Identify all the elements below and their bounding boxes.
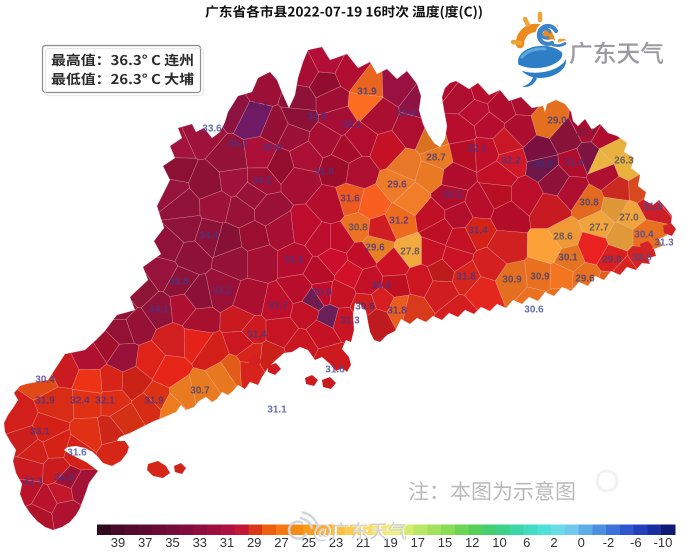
svg-text:0: 0 [578, 535, 585, 550]
svg-text:29.8: 29.8 [602, 255, 622, 266]
svg-text:31.4: 31.4 [247, 330, 267, 341]
svg-text:29.6: 29.6 [365, 243, 385, 254]
svg-text:28.7: 28.7 [426, 153, 446, 164]
svg-text:-6: -6 [630, 535, 642, 550]
svg-text:30.9: 30.9 [312, 288, 332, 299]
svg-text:39: 39 [111, 535, 125, 550]
svg-text:30.3: 30.3 [442, 190, 462, 201]
svg-text:34.1: 34.1 [149, 305, 169, 316]
svg-text:33.8: 33.8 [169, 277, 189, 288]
svg-text:27.8: 27.8 [400, 247, 420, 258]
svg-text:30.6: 30.6 [524, 305, 544, 316]
svg-text:32.5: 32.5 [632, 253, 652, 264]
svg-text:31.7: 31.7 [268, 301, 288, 312]
svg-text:2: 2 [550, 535, 557, 550]
svg-text:31.9: 31.9 [144, 396, 164, 407]
svg-text:32.1: 32.1 [467, 144, 487, 155]
svg-text:29.0: 29.0 [547, 116, 567, 127]
svg-text:31.4: 31.4 [468, 226, 488, 237]
svg-text:33: 33 [193, 535, 207, 550]
svg-text:34.6: 34.6 [307, 112, 327, 123]
svg-text:34.2: 34.2 [252, 176, 272, 187]
svg-text:30.7: 30.7 [190, 386, 210, 397]
svg-text:31.1: 31.1 [284, 255, 304, 266]
svg-text:25: 25 [302, 535, 316, 550]
svg-text:31.8: 31.8 [387, 306, 407, 317]
svg-text:32.1: 32.1 [95, 396, 115, 407]
svg-text:31.9: 31.9 [357, 87, 377, 98]
svg-text:30.6: 30.6 [355, 302, 375, 313]
svg-text:37: 37 [138, 535, 152, 550]
svg-text:31.8: 31.8 [314, 167, 334, 178]
svg-text:36.3: 36.3 [248, 101, 268, 112]
svg-text:27: 27 [274, 535, 288, 550]
svg-text:31.2: 31.2 [389, 216, 409, 227]
svg-text:31.3: 31.3 [340, 316, 360, 327]
svg-text:34.4: 34.4 [199, 231, 219, 242]
svg-text:33.1: 33.1 [342, 120, 362, 131]
svg-text:32.3: 32.3 [23, 477, 43, 488]
svg-text:30.9: 30.9 [502, 275, 522, 286]
svg-text:30.9: 30.9 [530, 272, 550, 283]
svg-text:33.1: 33.1 [30, 427, 50, 438]
svg-text:29.6: 29.6 [387, 180, 407, 191]
svg-text:29: 29 [247, 535, 261, 550]
svg-text:32.2: 32.2 [501, 156, 521, 167]
svg-text:30.4: 30.4 [371, 281, 391, 292]
svg-text:29.7: 29.7 [576, 128, 596, 139]
svg-text:30.8: 30.8 [348, 223, 368, 234]
svg-text:30.8: 30.8 [262, 143, 282, 154]
svg-text:31.9: 31.9 [643, 202, 663, 213]
svg-text:32.4: 32.4 [70, 396, 90, 407]
svg-text:30.8: 30.8 [579, 198, 599, 209]
svg-text:28.6: 28.6 [553, 232, 573, 243]
svg-text:10: 10 [492, 535, 506, 550]
svg-text:34.2: 34.2 [54, 473, 74, 484]
svg-text:31.3: 31.3 [654, 238, 674, 249]
svg-text:31.4: 31.4 [564, 158, 584, 169]
svg-text:27.0: 27.0 [619, 213, 639, 224]
svg-text:31: 31 [220, 535, 234, 550]
svg-text:-10: -10 [654, 535, 673, 550]
svg-text:-2: -2 [603, 535, 615, 550]
svg-text:35.1: 35.1 [228, 139, 248, 150]
svg-text:31.6: 31.6 [67, 448, 87, 459]
svg-text:31.9: 31.9 [35, 396, 55, 407]
svg-text:31.6: 31.6 [340, 194, 360, 205]
svg-text:30.4: 30.4 [634, 230, 654, 241]
svg-text:27.7: 27.7 [589, 223, 609, 234]
svg-text:29.6: 29.6 [575, 274, 595, 285]
svg-text:30.4: 30.4 [35, 375, 55, 386]
svg-text:6: 6 [523, 535, 530, 550]
svg-text:33.6: 33.6 [202, 124, 222, 135]
svg-text:30.1: 30.1 [558, 253, 578, 264]
svg-text:26.3: 26.3 [614, 156, 634, 167]
svg-text:31.1: 31.1 [267, 405, 287, 416]
svg-text:15: 15 [438, 535, 452, 550]
svg-text:17: 17 [411, 535, 425, 550]
svg-text:12: 12 [465, 535, 479, 550]
svg-text:31.6: 31.6 [325, 365, 345, 376]
svg-text:33.4: 33.4 [396, 109, 416, 120]
svg-text:33.2: 33.2 [212, 286, 232, 297]
svg-text:31.8: 31.8 [456, 272, 476, 283]
svg-text:35: 35 [165, 535, 179, 550]
svg-text:30.6: 30.6 [533, 160, 553, 171]
